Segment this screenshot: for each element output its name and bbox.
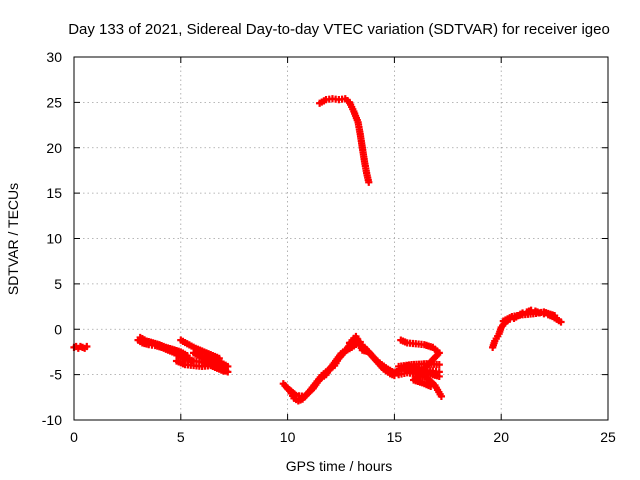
axis-ticks: 0 5 10 15 20 25 -10 -5 0 5 10 15 20 25 30 bbox=[42, 49, 616, 445]
data-point bbox=[349, 105, 357, 113]
data-point bbox=[341, 346, 349, 354]
data-point bbox=[325, 95, 333, 103]
data-point bbox=[496, 325, 505, 334]
data-point bbox=[429, 380, 437, 388]
data-point bbox=[369, 353, 378, 361]
data-point bbox=[166, 345, 174, 353]
series-seg4 bbox=[390, 336, 445, 401]
x-tick-label: 20 bbox=[493, 429, 509, 445]
x-tick-label: 0 bbox=[70, 429, 78, 445]
data-point bbox=[436, 390, 444, 398]
x-tick-label: 10 bbox=[280, 429, 296, 445]
chart-title: Day 133 of 2021, Sidereal Day-to-day VTE… bbox=[68, 21, 610, 38]
data-point bbox=[217, 366, 225, 374]
data-point bbox=[353, 338, 362, 346]
data-markers bbox=[70, 95, 565, 405]
data-point bbox=[401, 338, 409, 346]
data-point bbox=[490, 339, 498, 347]
data-point bbox=[213, 353, 221, 361]
y-axis-label: SDTVAR / TECUs bbox=[5, 183, 21, 295]
y-tick-label: 20 bbox=[46, 140, 62, 156]
series-seg1 bbox=[70, 342, 91, 352]
data-point bbox=[424, 381, 433, 390]
series-seg6 bbox=[489, 306, 565, 351]
y-tick-label: -10 bbox=[42, 412, 62, 428]
data-point bbox=[432, 367, 440, 376]
y-tick-label: 30 bbox=[46, 49, 62, 65]
y-tick-label: 25 bbox=[46, 94, 62, 110]
x-axis-label: GPS time / hours bbox=[286, 458, 393, 474]
data-point bbox=[140, 336, 149, 344]
y-tick-label: 15 bbox=[46, 185, 62, 201]
data-point bbox=[363, 347, 371, 355]
data-point bbox=[395, 366, 403, 374]
data-point bbox=[364, 176, 372, 184]
data-point bbox=[215, 358, 223, 366]
data-point bbox=[153, 340, 161, 348]
data-point bbox=[200, 353, 208, 361]
data-point bbox=[325, 366, 333, 374]
data-point bbox=[375, 359, 384, 367]
data-point bbox=[433, 360, 441, 369]
data-point bbox=[343, 96, 352, 105]
data-point bbox=[338, 95, 346, 103]
x-tick-label: 5 bbox=[177, 429, 185, 445]
data-point bbox=[332, 95, 340, 103]
data-point bbox=[427, 343, 435, 351]
data-point bbox=[494, 332, 502, 340]
data-point bbox=[160, 342, 168, 351]
data-point bbox=[147, 338, 155, 346]
y-tick-label: 5 bbox=[54, 276, 62, 292]
data-point bbox=[207, 351, 215, 359]
y-tick-label: 0 bbox=[54, 321, 62, 337]
data-point bbox=[353, 116, 361, 124]
grid-layer bbox=[74, 57, 608, 420]
data-point bbox=[179, 360, 187, 368]
data-point bbox=[382, 364, 390, 372]
data-point bbox=[555, 317, 563, 325]
data-point bbox=[296, 396, 305, 404]
series-seg3 bbox=[279, 332, 398, 405]
y-tick-label: 10 bbox=[46, 231, 62, 247]
x-tick-label: 15 bbox=[387, 429, 403, 445]
data-point bbox=[506, 314, 514, 322]
data-point bbox=[320, 97, 328, 105]
data-point bbox=[83, 342, 91, 351]
data-point bbox=[190, 343, 198, 351]
data-point bbox=[181, 338, 189, 347]
data-point bbox=[198, 347, 206, 355]
data-point bbox=[298, 392, 306, 400]
data-point bbox=[175, 347, 183, 355]
data-point bbox=[336, 351, 344, 360]
data-point bbox=[416, 378, 424, 386]
x-tick-label: 25 bbox=[600, 429, 616, 445]
series-seg5 bbox=[316, 95, 373, 186]
data-point bbox=[181, 350, 189, 358]
data-point bbox=[320, 372, 328, 380]
y-tick-label: -5 bbox=[50, 367, 63, 383]
data-point bbox=[290, 390, 299, 398]
series-seg2 bbox=[134, 333, 232, 376]
data-point bbox=[222, 361, 230, 369]
data-point bbox=[420, 373, 428, 381]
data-point bbox=[548, 311, 557, 319]
